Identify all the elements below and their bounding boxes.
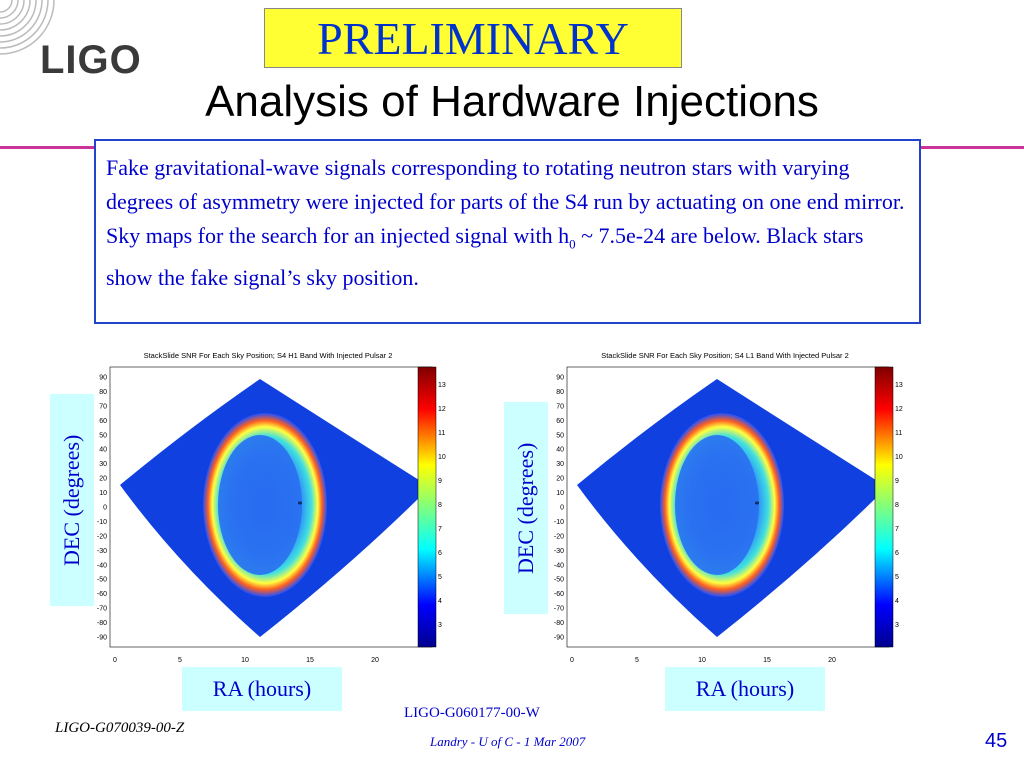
footer-doc-id-mid: LIGO-G060177-00-W (404, 705, 540, 721)
y-tick-label: 50 (556, 432, 564, 439)
x-tick-label: 20 (371, 657, 379, 664)
x-tick-label: 15 (763, 657, 771, 664)
y-tick-label: 90 (99, 375, 107, 382)
y-tick-label: -90 (554, 635, 564, 642)
y-tick-label: 70 (556, 403, 564, 410)
colorbar-tick-label: 13 (438, 382, 446, 389)
y-tick-label: -50 (97, 577, 107, 584)
colorbar-tick-label: 6 (438, 550, 442, 557)
y-tick-label: -70 (97, 606, 107, 613)
colorbar-tick-label: 11 (438, 430, 445, 437)
colorbar-tick-label: 7 (895, 526, 899, 533)
y-tick-label: -60 (97, 591, 107, 598)
y-tick-label: -90 (97, 635, 107, 642)
y-tick-label: -20 (97, 533, 107, 540)
colorbar-tick-label: 12 (438, 406, 446, 413)
plot-title: StackSlide SNR For Each Sky Position; S4… (144, 351, 393, 360)
colorbar-tick-label: 6 (895, 550, 899, 557)
y-tick-label: 60 (556, 418, 564, 425)
x-tick-label: 0 (570, 657, 574, 664)
colorbar (417, 366, 437, 648)
preliminary-banner: PRELIMINARY (264, 8, 682, 68)
y-tick-label: -40 (554, 562, 564, 569)
y-tick-label: 20 (556, 476, 564, 483)
y-tick-label: -30 (554, 548, 564, 555)
dec-axis-label-right: DEC (degrees) (504, 402, 548, 614)
y-tick-label: -70 (554, 606, 564, 613)
x-tick-label: 20 (828, 657, 836, 664)
description-box: Fake gravitational-wave signals correspo… (94, 139, 921, 324)
description-text-2: ~ 7.5e-24 are below. Black stars show th… (106, 223, 864, 291)
description-subscript: 0 (569, 236, 576, 252)
x-tick-label: 5 (635, 657, 639, 664)
colorbar-tick-label: 12 (895, 406, 903, 413)
colorbar-tick-label: 4 (895, 598, 899, 605)
y-tick-label: -80 (97, 620, 107, 627)
colorbar-tick-label: 11 (895, 430, 902, 437)
y-tick-label: 30 (99, 461, 107, 468)
y-tick-label: 0 (560, 505, 564, 512)
skymap-plot-l1: StackSlide SNR For Each Sky Position; S4… (545, 345, 905, 665)
ra-axis-label-right: RA (hours) (665, 667, 825, 711)
y-tick-label: 50 (99, 432, 107, 439)
footer-author: Landry - U of C - 1 Mar 2007 (430, 734, 586, 749)
y-tick-label: 0 (103, 505, 107, 512)
y-tick-label: -20 (554, 533, 564, 540)
colorbar-tick-label: 13 (895, 382, 903, 389)
y-tick-label: 10 (556, 490, 564, 497)
injected-pulsar-star-icon: * (755, 500, 760, 511)
snr-ring-inner (218, 435, 302, 575)
x-tick-label: 10 (241, 657, 249, 664)
y-tick-label: -60 (554, 591, 564, 598)
x-tick-label: 15 (306, 657, 314, 664)
y-tick-label: 10 (99, 490, 107, 497)
skymap-plot-h1: StackSlide SNR For Each Sky Position; S4… (88, 345, 448, 665)
y-tick-label: 30 (556, 461, 564, 468)
y-tick-label: 80 (556, 389, 564, 396)
y-tick-label: -10 (554, 519, 564, 526)
colorbar-tick-label: 7 (438, 526, 442, 533)
y-tick-label: 40 (99, 447, 107, 454)
colorbar-tick-label: 10 (895, 454, 903, 461)
x-tick-label: 0 (113, 657, 117, 664)
y-tick-label: 90 (556, 375, 564, 382)
y-tick-label: 80 (99, 389, 107, 396)
colorbar-tick-label: 5 (895, 574, 899, 581)
description-text-1: Fake gravitational-wave signals correspo… (106, 155, 905, 248)
colorbar-tick-label: 3 (438, 622, 442, 629)
y-tick-label: -80 (554, 620, 564, 627)
colorbar-tick-label: 10 (438, 454, 446, 461)
y-tick-label: -40 (97, 562, 107, 569)
page-number: 45 (985, 730, 1008, 752)
injected-pulsar-star-icon: * (298, 500, 303, 511)
x-tick-label: 5 (178, 657, 182, 664)
x-tick-label: 10 (698, 657, 706, 664)
colorbar-tick-label: 8 (438, 502, 442, 509)
footer-doc-id-left: LIGO-G070039-00-Z (55, 720, 185, 736)
ligo-logo: LIGO (40, 38, 142, 82)
ra-axis-label-left: RA (hours) (182, 667, 342, 711)
colorbar-tick-label: 5 (438, 574, 442, 581)
y-tick-label: -50 (554, 577, 564, 584)
colorbar-tick-label: 4 (438, 598, 442, 605)
dec-axis-label-left: DEC (degrees) (50, 394, 94, 606)
colorbar (874, 366, 894, 648)
colorbar-tick-label: 9 (438, 478, 442, 485)
y-tick-label: 60 (99, 418, 107, 425)
y-tick-label: 70 (99, 403, 107, 410)
colorbar-tick-label: 3 (895, 622, 899, 629)
y-tick-label: -10 (97, 519, 107, 526)
y-tick-label: 20 (99, 476, 107, 483)
snr-ring-inner (675, 435, 759, 575)
y-tick-label: -30 (97, 548, 107, 555)
colorbar-tick-label: 8 (895, 502, 899, 509)
y-tick-label: 40 (556, 447, 564, 454)
plot-title: StackSlide SNR For Each Sky Position; S4… (601, 351, 849, 360)
colorbar-tick-label: 9 (895, 478, 899, 485)
slide-title: Analysis of Hardware Injections (205, 77, 819, 126)
